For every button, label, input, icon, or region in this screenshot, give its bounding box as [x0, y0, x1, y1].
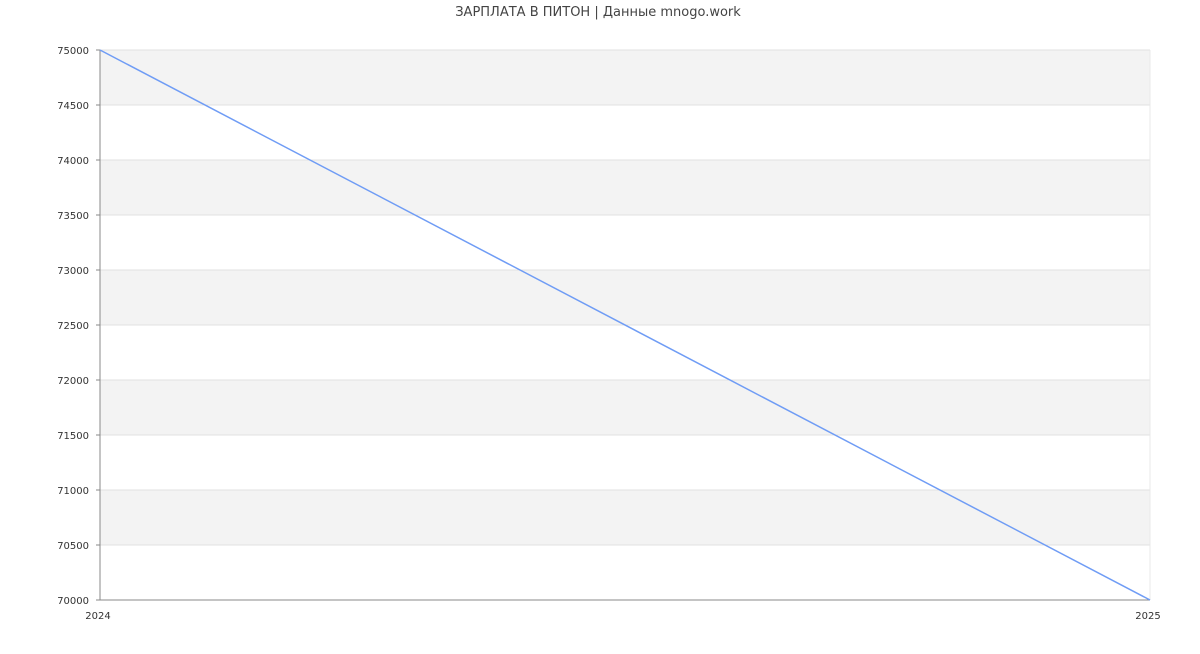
- grid-band: [100, 435, 1150, 490]
- y-tick-label: 75000: [57, 46, 89, 57]
- y-tick-label: 74000: [57, 156, 89, 167]
- y-tick-label: 74500: [57, 101, 89, 112]
- grid-band: [100, 160, 1150, 215]
- series-line: [99, 49, 1151, 601]
- grid-band: [100, 270, 1150, 325]
- grid-band: [100, 215, 1150, 270]
- grid-band: [100, 325, 1150, 380]
- y-tick-label: 73000: [57, 266, 89, 277]
- grid-band: [100, 380, 1150, 435]
- y-tick-label: 70000: [57, 596, 89, 607]
- y-tick-label: 71000: [57, 486, 89, 497]
- chart-title: ЗАРПЛАТА В ПИТОН | Данные mnogo.work: [455, 5, 741, 20]
- y-tick-label: 71500: [57, 431, 89, 442]
- grid-band: [100, 50, 1150, 105]
- grid-band: [100, 105, 1150, 160]
- x-tick-label: 2024: [85, 611, 110, 622]
- grid-band: [100, 490, 1150, 545]
- y-tick-label: 72500: [57, 321, 89, 332]
- grid-band: [100, 545, 1150, 600]
- y-tick-label: 70500: [57, 541, 89, 552]
- y-tick-label: 72000: [57, 376, 89, 387]
- y-tick-label: 73500: [57, 211, 89, 222]
- x-tick-label: 2025: [1135, 611, 1160, 622]
